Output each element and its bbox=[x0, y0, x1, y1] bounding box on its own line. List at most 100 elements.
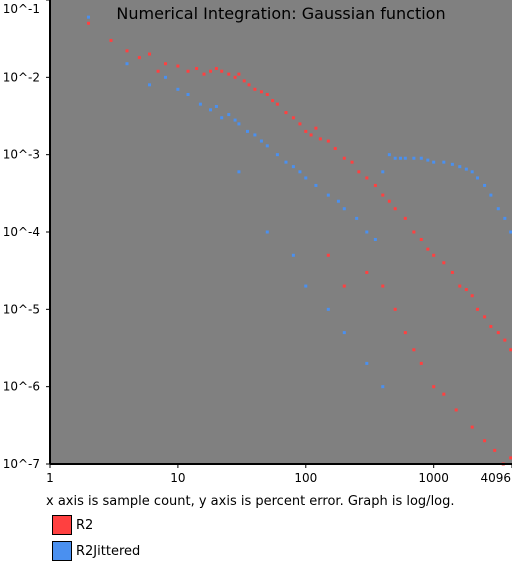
data-point bbox=[259, 90, 263, 94]
data-point bbox=[393, 207, 397, 211]
data-point bbox=[291, 116, 295, 120]
data-point bbox=[202, 72, 206, 76]
data-point bbox=[419, 361, 423, 365]
data-point bbox=[432, 253, 436, 257]
data-point bbox=[403, 156, 407, 160]
data-point bbox=[342, 284, 346, 288]
data-point bbox=[412, 230, 416, 234]
data-point bbox=[237, 72, 241, 76]
data-point bbox=[186, 92, 190, 96]
data-point bbox=[493, 448, 497, 452]
data-point bbox=[209, 108, 213, 112]
y-tick-label: 10^-7 bbox=[3, 457, 40, 471]
data-point bbox=[265, 92, 269, 96]
legend-swatch-r2jittered bbox=[52, 541, 72, 561]
data-point bbox=[125, 49, 129, 53]
data-point bbox=[284, 111, 288, 115]
data-point bbox=[475, 176, 479, 180]
data-point bbox=[365, 270, 369, 274]
data-point bbox=[464, 167, 468, 171]
data-point bbox=[483, 183, 487, 187]
data-point bbox=[247, 83, 251, 87]
data-point bbox=[164, 62, 167, 66]
data-point bbox=[398, 156, 402, 160]
x-tick-label: 4096 bbox=[480, 471, 511, 485]
data-point bbox=[314, 183, 318, 187]
data-point bbox=[483, 439, 487, 443]
data-point bbox=[148, 83, 152, 87]
data-point bbox=[186, 69, 190, 73]
data-point bbox=[357, 170, 361, 174]
data-point bbox=[304, 176, 308, 180]
data-point bbox=[291, 253, 295, 257]
data-point bbox=[298, 170, 302, 174]
data-point bbox=[326, 307, 330, 311]
data-point bbox=[350, 160, 354, 164]
data-point bbox=[365, 230, 369, 234]
data-point bbox=[304, 284, 308, 288]
data-point bbox=[503, 338, 507, 342]
data-point bbox=[198, 102, 202, 106]
data-point bbox=[333, 147, 337, 151]
data-point bbox=[470, 425, 474, 429]
legend-item-r2jittered: R2Jittered bbox=[52, 540, 140, 562]
data-point bbox=[291, 165, 295, 169]
data-point bbox=[195, 67, 199, 71]
data-point bbox=[403, 216, 407, 220]
data-point bbox=[412, 156, 416, 160]
data-point bbox=[156, 69, 160, 73]
data-point bbox=[125, 62, 129, 66]
legend-label-r2jittered: R2Jittered bbox=[76, 543, 141, 559]
data-point bbox=[318, 137, 322, 141]
data-point bbox=[381, 284, 385, 288]
data-point bbox=[227, 72, 231, 76]
y-tick-label: 10^-3 bbox=[3, 148, 40, 162]
data-point bbox=[275, 102, 279, 106]
data-point bbox=[342, 331, 346, 335]
data-point bbox=[381, 385, 385, 389]
data-point bbox=[326, 253, 330, 257]
data-point bbox=[393, 307, 397, 311]
data-point bbox=[355, 216, 359, 220]
data-point bbox=[237, 122, 241, 126]
data-point bbox=[496, 207, 500, 211]
data-point bbox=[442, 261, 446, 265]
data-point bbox=[419, 237, 423, 241]
y-tick-label: 10^-5 bbox=[3, 302, 40, 316]
data-point bbox=[503, 216, 507, 220]
data-point bbox=[365, 361, 369, 365]
data-point bbox=[265, 230, 269, 234]
data-point bbox=[253, 87, 257, 91]
data-point bbox=[148, 52, 152, 56]
data-point bbox=[450, 162, 454, 166]
data-point bbox=[342, 156, 346, 160]
data-point bbox=[442, 160, 446, 164]
data-point bbox=[336, 199, 340, 203]
data-point bbox=[470, 170, 474, 174]
data-point bbox=[265, 144, 269, 148]
data-point bbox=[475, 307, 479, 311]
data-point bbox=[259, 139, 263, 143]
data-point bbox=[109, 38, 113, 42]
data-point bbox=[176, 87, 180, 91]
data-point bbox=[426, 158, 430, 162]
data-point bbox=[393, 156, 397, 160]
x-tick-label: 1000 bbox=[418, 471, 449, 485]
legend-item-r2: R2 bbox=[52, 514, 140, 536]
chart-caption: x axis is sample count, y axis is percen… bbox=[46, 494, 455, 509]
data-point bbox=[209, 69, 213, 73]
data-point bbox=[458, 165, 462, 169]
legend: R2 R2Jittered bbox=[52, 514, 140, 566]
data-point bbox=[373, 237, 377, 241]
data-point bbox=[326, 139, 330, 143]
data-point bbox=[373, 183, 377, 187]
data-point bbox=[220, 116, 224, 120]
data-point bbox=[426, 247, 430, 251]
data-point bbox=[137, 56, 141, 60]
data-point bbox=[483, 315, 487, 319]
y-tick-label: 10^-6 bbox=[3, 380, 40, 394]
data-point bbox=[365, 176, 369, 180]
data-point bbox=[284, 160, 288, 164]
data-point bbox=[220, 69, 224, 73]
data-point bbox=[454, 408, 458, 412]
